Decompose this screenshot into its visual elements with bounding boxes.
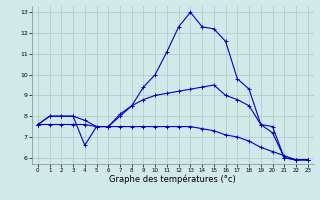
X-axis label: Graphe des températures (°c): Graphe des températures (°c) xyxy=(109,175,236,184)
